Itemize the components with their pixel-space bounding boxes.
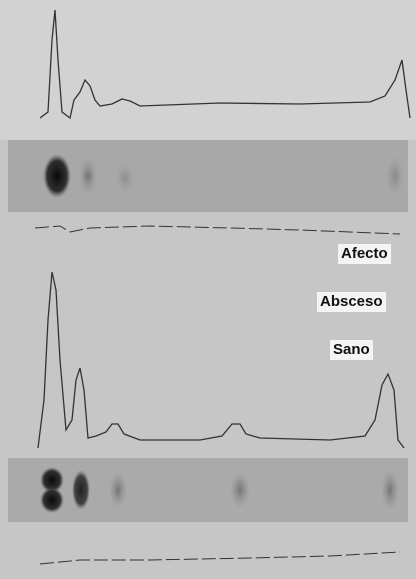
label: Sano: [330, 340, 373, 360]
band: [79, 158, 97, 194]
label: Absceso: [317, 292, 386, 312]
upper-panel: [0, 0, 416, 140]
band: [72, 470, 90, 510]
band: [230, 472, 250, 508]
band: [109, 472, 127, 508]
lower-gel-strip: [8, 458, 408, 522]
band: [40, 487, 64, 513]
band: [43, 154, 71, 198]
electrophoresis-scan: [0, 0, 416, 579]
band: [116, 163, 134, 193]
band: [386, 156, 404, 196]
label: Afecto: [338, 244, 391, 264]
band: [381, 470, 399, 510]
photo: Afecto Absceso Sano: [0, 0, 416, 579]
